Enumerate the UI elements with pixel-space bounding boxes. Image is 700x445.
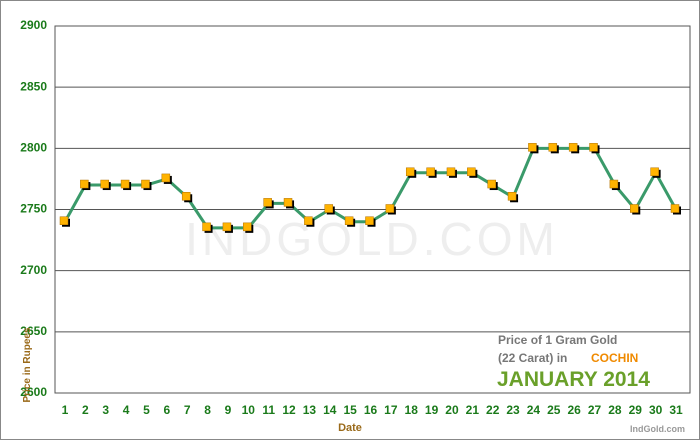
x-tick-label: 4	[123, 403, 130, 417]
marker	[181, 192, 191, 201]
marker	[80, 179, 89, 189]
x-tick-label: 18	[405, 403, 419, 417]
x-tick-label: 21	[466, 403, 480, 417]
x-tick-label: 22	[486, 403, 500, 417]
marker	[385, 204, 395, 213]
x-tick-label: 15	[343, 403, 357, 417]
marker	[467, 167, 476, 177]
legend-line: (22 Carat) in	[498, 351, 567, 365]
marker	[426, 167, 435, 177]
x-tick-label: 26	[567, 403, 581, 417]
marker	[507, 192, 517, 201]
marker	[222, 222, 232, 232]
marker	[650, 167, 659, 177]
x-tick-label: 23	[506, 403, 520, 417]
marker	[344, 216, 354, 225]
marker	[161, 173, 171, 183]
footer: IndGold.com	[630, 424, 685, 434]
y-tick-label: 2750	[20, 202, 47, 216]
marker	[263, 198, 272, 207]
marker	[405, 167, 415, 177]
legend-line: Price of 1 Gram Gold	[498, 333, 617, 347]
x-tick-label: 31	[669, 403, 683, 417]
x-tick-label: 30	[649, 403, 663, 417]
period: JANUARY 2014	[497, 368, 650, 391]
x-tick-label: 5	[143, 403, 150, 417]
x-tick-label: 14	[323, 403, 337, 417]
x-tick-label: 13	[303, 403, 317, 417]
x-tick-label: 8	[204, 403, 211, 417]
y-tick-label: 2900	[20, 18, 47, 32]
y-tick-label: 2850	[20, 79, 47, 93]
marker	[304, 216, 313, 225]
marker	[324, 204, 334, 213]
x-tick-label: 17	[384, 403, 398, 417]
x-tick-label: 7	[184, 403, 191, 417]
marker	[243, 222, 252, 232]
x-tick-label: 27	[588, 403, 602, 417]
marker	[589, 143, 598, 152]
x-tick-label: 25	[547, 403, 561, 417]
marker	[120, 179, 130, 189]
marker	[568, 143, 578, 152]
city: COCHIN	[591, 351, 638, 365]
x-tick-label: 20	[445, 403, 459, 417]
x-tick-label: 10	[242, 403, 256, 417]
x-tick-label: 24	[527, 403, 541, 417]
x-tick-label: 9	[225, 403, 232, 417]
marker	[446, 167, 456, 177]
x-tick-label: 2	[82, 403, 89, 417]
y-tick-label: 2650	[20, 324, 47, 338]
x-tick-label: 11	[262, 403, 275, 417]
marker	[365, 216, 374, 225]
marker	[59, 216, 69, 225]
x-axis-title: Date	[338, 422, 362, 434]
marker	[283, 198, 293, 207]
y-tick-label: 2700	[20, 263, 47, 277]
x-tick-label: 12	[282, 403, 296, 417]
marker	[100, 179, 109, 189]
x-tick-label: 28	[608, 403, 622, 417]
x-tick-label: 29	[629, 403, 643, 417]
y-tick-label: 2600	[20, 385, 47, 399]
marker	[609, 179, 619, 189]
y-tick-label: 2800	[20, 141, 47, 155]
x-tick-label: 1	[62, 403, 69, 417]
x-tick-label: 3	[102, 403, 109, 417]
x-tick-label: 6	[163, 403, 170, 417]
marker	[528, 143, 537, 152]
y-axis-title: Price in Rupees	[22, 327, 33, 402]
marker	[141, 179, 150, 189]
marker	[487, 179, 496, 189]
marker	[548, 143, 558, 152]
x-tick-label: 19	[425, 403, 439, 417]
x-tick-label: 16	[364, 403, 378, 417]
marker	[630, 204, 639, 213]
marker	[202, 222, 211, 232]
marker	[670, 204, 680, 213]
